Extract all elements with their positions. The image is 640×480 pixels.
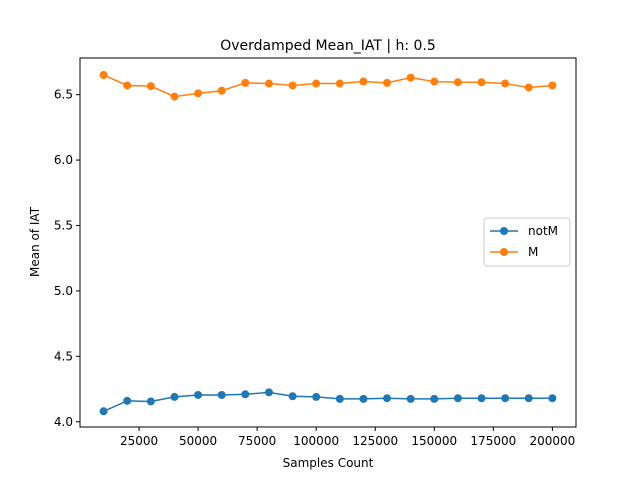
y-tick-label: 4.0 [54,415,73,429]
data-point-M [453,78,462,87]
data-point-M [359,77,368,86]
axes-frame [79,57,577,428]
y-tick-label: 5.0 [54,284,73,298]
data-point-M [406,73,415,82]
data-point-notM [524,394,533,403]
data-point-notM [99,407,108,416]
data-point-M [217,86,226,95]
data-point-M [548,81,557,90]
data-point-M [477,78,486,87]
data-point-notM [241,390,250,399]
data-point-notM [430,394,439,403]
data-point-M [383,78,392,87]
data-point-notM [194,390,203,399]
data-point-M [430,77,439,86]
x-tick-label: 75000 [238,434,276,448]
legend-swatch-marker [500,248,508,256]
data-point-notM [335,394,344,403]
data-point-notM [406,394,415,403]
data-point-notM [383,394,392,403]
legend-swatch-marker [500,227,508,235]
chart-title: Overdamped Mean_IAT | h: 0.5 [220,38,436,54]
data-point-M [524,83,533,92]
data-point-notM [264,388,273,397]
data-point-M [241,78,250,87]
data-point-notM [501,394,510,403]
data-point-M [194,89,203,98]
legend-label: notM [528,224,558,238]
x-axis-label: Samples Count [283,456,374,470]
legend: notM M [483,217,571,267]
data-point-notM [477,394,486,403]
x-tick-label: 150000 [411,434,457,448]
x-tick-label: 125000 [352,434,398,448]
y-tick-label: 6.5 [54,88,73,102]
data-point-notM [288,392,297,401]
data-point-M [99,71,108,80]
data-point-notM [453,394,462,403]
y-tick-label: 4.5 [54,349,73,363]
x-tick-label: 200000 [529,434,575,448]
data-point-M [312,79,321,88]
data-point-M [288,81,297,90]
x-tick-label: 25000 [120,434,158,448]
x-tick-label: 100000 [293,434,339,448]
x-tick-label: 175000 [470,434,516,448]
data-point-notM [312,392,321,401]
data-point-M [123,81,132,90]
data-point-M [170,92,179,101]
data-point-notM [217,390,226,399]
data-point-M [146,82,155,91]
data-point-notM [146,397,155,406]
data-point-notM [359,394,368,403]
data-point-notM [170,392,179,401]
data-point-M [501,79,510,88]
plot-area: 25000 50000 75000 100000 125000 150000 175000 2… [54,57,577,448]
data-point-notM [548,394,557,403]
y-tick-label: 5.5 [54,218,73,232]
y-tick-label: 6.0 [54,153,73,167]
data-point-M [264,79,273,88]
legend-label: M [528,245,538,259]
data-point-notM [123,396,132,405]
y-axis-label: Mean of IAT [28,206,42,277]
x-tick-label: 50000 [179,434,217,448]
data-point-M [335,79,344,88]
